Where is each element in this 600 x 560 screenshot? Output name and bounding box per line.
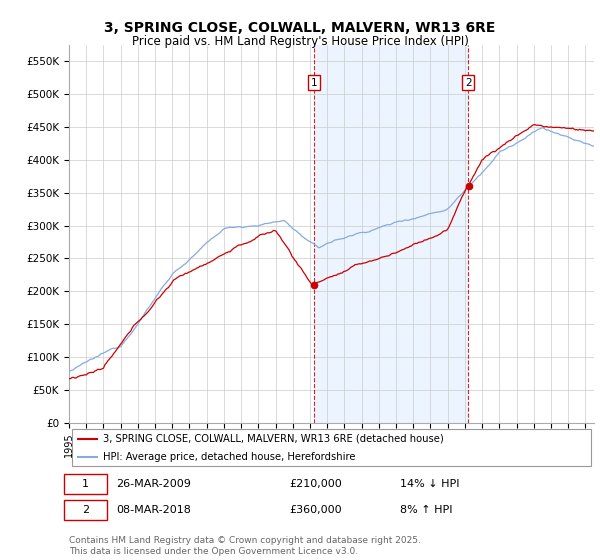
- Text: 8% ↑ HPI: 8% ↑ HPI: [400, 505, 452, 515]
- Text: 1: 1: [82, 479, 89, 489]
- Text: 3, SPRING CLOSE, COLWALL, MALVERN, WR13 6RE: 3, SPRING CLOSE, COLWALL, MALVERN, WR13 …: [104, 21, 496, 35]
- Text: Contains HM Land Registry data © Crown copyright and database right 2025.
This d: Contains HM Land Registry data © Crown c…: [69, 536, 421, 556]
- FancyBboxPatch shape: [64, 500, 107, 520]
- Text: 2: 2: [465, 78, 472, 87]
- Text: 08-MAR-2018: 08-MAR-2018: [116, 505, 191, 515]
- Text: 26-MAR-2009: 26-MAR-2009: [116, 479, 191, 489]
- Text: £210,000: £210,000: [290, 479, 342, 489]
- Text: 14% ↓ HPI: 14% ↓ HPI: [400, 479, 459, 489]
- FancyBboxPatch shape: [71, 429, 592, 466]
- Point: [309, 280, 319, 289]
- Text: 1: 1: [311, 78, 317, 87]
- FancyBboxPatch shape: [64, 474, 107, 494]
- Text: Price paid vs. HM Land Registry's House Price Index (HPI): Price paid vs. HM Land Registry's House …: [131, 35, 469, 48]
- Bar: [314, 45, 468, 423]
- Point: [464, 181, 473, 190]
- Text: £360,000: £360,000: [290, 505, 342, 515]
- Text: 2: 2: [82, 505, 89, 515]
- Text: HPI: Average price, detached house, Herefordshire: HPI: Average price, detached house, Here…: [103, 452, 356, 462]
- Text: 3, SPRING CLOSE, COLWALL, MALVERN, WR13 6RE (detached house): 3, SPRING CLOSE, COLWALL, MALVERN, WR13 …: [103, 433, 444, 444]
